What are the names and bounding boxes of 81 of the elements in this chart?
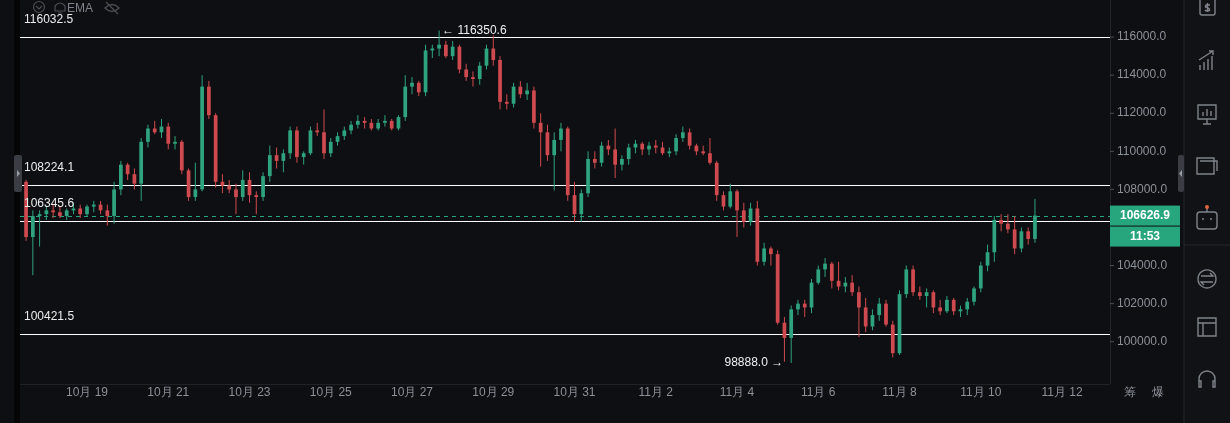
candlestick <box>288 126 292 160</box>
candlestick <box>437 29 441 57</box>
candlestick <box>105 204 110 227</box>
y-tick-label: 104000.0 <box>1117 257 1168 272</box>
candlestick <box>681 126 685 143</box>
candlestick <box>261 171 265 202</box>
text: 11:53 <box>1129 228 1161 243</box>
x-tick-label: 11月 8 <box>882 385 918 400</box>
candlestick <box>240 169 245 202</box>
x-tick-label: 10月 27 <box>391 385 434 400</box>
y-tick-label: 116000.0 <box>1117 29 1167 44</box>
x-tick-label: 11月 10 <box>960 385 1002 400</box>
annotation: ← 116350.6 <box>442 22 507 37</box>
x-tick-label: 10月 19 <box>65 385 109 400</box>
candlestick <box>762 242 766 267</box>
candlestick <box>999 213 1003 232</box>
candlestick <box>884 299 888 327</box>
text: 爆 <box>1152 385 1164 400</box>
candlestick <box>538 112 543 168</box>
x-tick-label: 11月 6 <box>801 385 836 400</box>
x-tick-label: 11月 12 <box>1041 385 1083 400</box>
annotation: 98888.0 → <box>724 355 784 370</box>
candlestick <box>254 190 259 215</box>
candlestick <box>796 299 800 316</box>
candlestick <box>613 128 618 179</box>
candlestick <box>823 257 827 278</box>
candlestick <box>267 145 272 183</box>
candlestick <box>322 108 326 160</box>
y-tick-label: 108000.0 <box>1117 181 1168 196</box>
candlestick <box>863 297 868 333</box>
candlestick <box>850 274 854 297</box>
candlestick <box>193 162 198 202</box>
candlestick <box>349 120 353 135</box>
candlestick <box>911 265 915 297</box>
candlestick <box>552 131 557 191</box>
x-tick-label: 11月 4 <box>719 385 755 400</box>
y-tick-label: 100000.0 <box>1117 333 1168 348</box>
candlestick <box>471 70 475 88</box>
candlestick <box>674 133 678 156</box>
ref-line-label: 100421.5 <box>24 308 75 323</box>
candlestick <box>173 135 177 150</box>
text: 筹 <box>1124 385 1136 400</box>
candlestick <box>559 122 563 152</box>
y-tick-label: 114000.0 <box>1117 67 1167 82</box>
candlestick <box>1006 213 1010 234</box>
candlestick <box>972 286 976 307</box>
candlestick <box>728 183 733 209</box>
y-tick-label: 102000.0 <box>1117 295 1168 310</box>
x-tick-label: 11月 2 <box>638 385 674 400</box>
x-tick-label: 10月 25 <box>309 385 353 400</box>
candlestick <box>741 202 746 229</box>
y-tick-label: 112000.0 <box>1117 105 1167 120</box>
candlestick <box>146 124 150 149</box>
candlestick <box>1012 215 1017 255</box>
candlestick <box>708 137 712 166</box>
candlestick <box>857 286 861 338</box>
candlestick <box>816 265 821 286</box>
ref-line-label: 116032.5 <box>24 11 74 26</box>
x-tick-label: 10月 29 <box>472 385 515 400</box>
ref-line-label: 106626.9 <box>1119 207 1171 222</box>
candlestick <box>166 122 171 150</box>
candlestick <box>525 82 529 101</box>
candlestick <box>383 114 387 128</box>
candlestick <box>978 261 983 293</box>
candlestick <box>477 61 482 86</box>
candlestick <box>491 34 496 67</box>
candlestick <box>328 137 333 158</box>
ref-line-label: 108224.1 <box>24 160 75 175</box>
candlestick <box>877 297 882 322</box>
candlestick <box>410 76 414 95</box>
candlestick <box>769 246 773 267</box>
candlestick <box>234 183 238 215</box>
x-tick-label: 10月 23 <box>228 385 271 400</box>
y-tick-label: 110000.0 <box>1117 143 1167 158</box>
x-tick-label: 10月 21 <box>147 385 190 400</box>
candlestick <box>450 40 455 61</box>
candlestick <box>626 143 631 166</box>
candlestick <box>735 188 739 238</box>
candlestick <box>620 154 624 171</box>
candlestick <box>829 261 834 289</box>
x-tick-label: 10月 31 <box>553 385 596 400</box>
